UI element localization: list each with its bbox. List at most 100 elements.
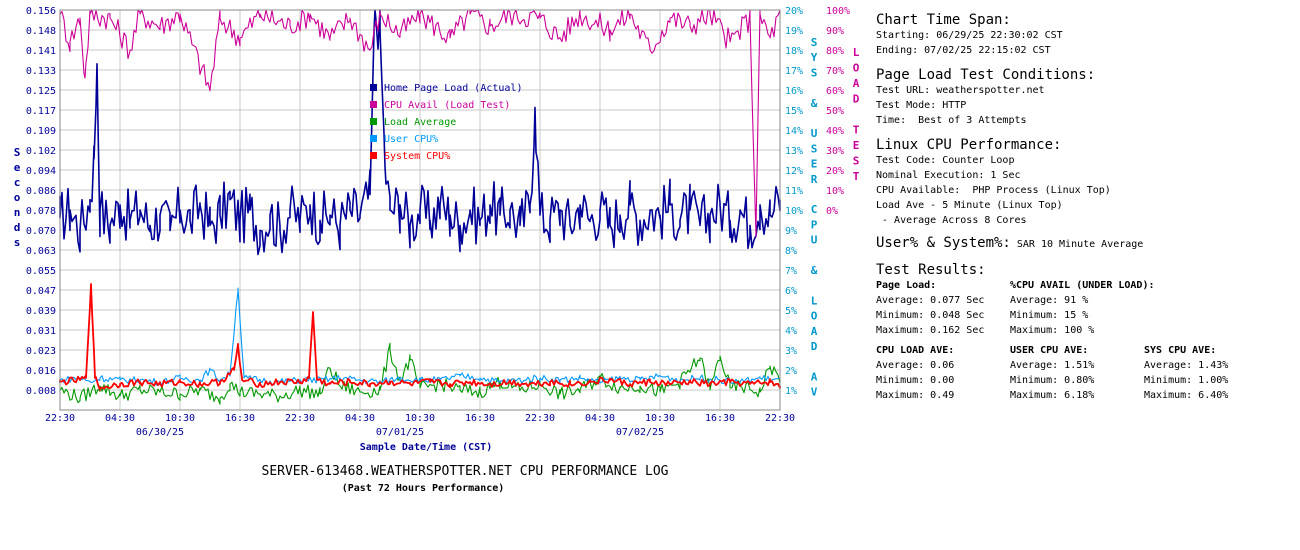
test-url: Test URL: weatherspotter.net: [876, 85, 1045, 96]
test-mode: Test Mode: HTTP: [876, 100, 967, 111]
y-right-inner-axis-label-char: &: [811, 97, 818, 110]
y-right-inner-axis-label-char: O: [811, 310, 818, 323]
performance-chart: 22:30 04:30 10:30 16:30 22:30 04:30 10:30 16:30…: [14, 6, 860, 494]
y-left-axis-label-char: s: [14, 236, 21, 249]
y-right-inner-tick-label: 8%: [785, 246, 797, 257]
legend-label: User CPU%: [384, 134, 438, 145]
y-right-outer-axis-label-char: L: [853, 46, 860, 59]
y-right-inner-axis-label-char: &: [811, 264, 818, 277]
y-right-outer-tick-label: 80%: [826, 46, 844, 57]
y-left-tick-label: 0.117: [26, 106, 56, 117]
cpu-avail-heading: %CPU AVAIL (UNDER LOAD):: [1010, 280, 1155, 291]
y-left-tick-label: 0.031: [26, 326, 56, 337]
y-left-axis-label-char: o: [14, 191, 21, 204]
conditions-title: Page Load Test Conditions:: [876, 67, 1096, 83]
page-load-minimum: Minimum: 0.048 Sec: [876, 310, 985, 321]
x-tick-label: 22:30: [285, 413, 315, 424]
y-right-inner-axis-label-char: S: [811, 36, 818, 49]
legend-label: Home Page Load (Actual): [384, 83, 522, 94]
legend-swatch: [370, 152, 377, 159]
y-right-outer-tick-label: 70%: [826, 66, 844, 77]
y-left-tick-label: 0.094: [26, 166, 56, 177]
y-left-tick-label: 0.086: [26, 186, 56, 197]
legend-swatch: [370, 118, 377, 125]
y-right-inner-axis-label-char: C: [811, 203, 818, 216]
y-right-outer-tick-label: 30%: [826, 146, 844, 157]
legend-label: CPU Avail (Load Test): [384, 100, 510, 111]
page-load-average: Average: 0.077 Sec: [876, 295, 985, 306]
x-date-label: 06/30/25: [136, 427, 184, 438]
plot-frame: [59, 9, 781, 411]
y-right-inner-tick-label: 1%: [785, 386, 797, 397]
cpu-load-ave-minimum: Minimum: 0.00: [876, 375, 955, 386]
x-tick-label: 10:30: [405, 413, 435, 424]
user-cpu-ave-average: Average: 1.51%: [1010, 360, 1095, 371]
load-ave-note: - Average Across 8 Cores: [876, 215, 1027, 226]
y-right-inner-tick-label: 19%: [785, 26, 803, 37]
y-right-outer-tick-label: 50%: [826, 106, 844, 117]
time-span-title: Chart Time Span:: [876, 12, 1011, 28]
cpu-avail-average: Average: 91 %: [1010, 295, 1089, 306]
y-right-outer-tick-label: 60%: [826, 86, 844, 97]
y-left-axis-label-char: c: [14, 176, 21, 189]
y-left-tick-label: 0.047: [26, 286, 56, 297]
y-left-tick-label: 0.078: [26, 206, 56, 217]
page-load-maximum: Maximum: 0.162 Sec: [876, 325, 985, 336]
cpu-available: CPU Available: PHP Process (Linux Top): [876, 185, 1111, 196]
y-left-axis-label-char: d: [14, 221, 21, 234]
y-right-outer-tick-label: 0%: [826, 206, 838, 217]
legend-label: Load Average: [384, 117, 456, 128]
y-left-tick-label: 0.055: [26, 266, 56, 277]
x-tick-label: 16:30: [225, 413, 255, 424]
user-cpu-ave-maximum: Maximum: 6.18%: [1010, 390, 1095, 401]
y-right-inner-axis-label-char: P: [811, 218, 818, 231]
y-left-tick-label: 0.133: [26, 66, 56, 77]
y-right-inner-tick-label: 14%: [785, 126, 803, 137]
x-date-label: 07/02/25: [616, 427, 664, 438]
y-right-inner-axis-label-char: S: [811, 66, 818, 79]
load-ave: Load Ave - 5 Minute (Linux Top): [876, 200, 1063, 211]
y-right-inner-axis-label-char: U: [811, 127, 818, 140]
cpu-load-ave-block: CPU LOAD AVE: Average: 0.06 Minimum: 0.0…: [876, 343, 1010, 403]
results-row-2: CPU LOAD AVE: Average: 0.06 Minimum: 0.0…: [876, 343, 1286, 403]
page-load-heading: Page Load:: [876, 280, 937, 291]
user-sys-line: User% & System%: SAR 10 Minute Average: [876, 235, 1286, 252]
y-right-inner-tick-label: 3%: [785, 346, 797, 357]
y-left-tick-label: 0.156: [26, 6, 56, 17]
y-right-inner-tick-label: 10%: [785, 206, 803, 217]
y-right-inner-tick-label: 12%: [785, 166, 803, 177]
y-right-outer-tick-label: 40%: [826, 126, 844, 137]
chart-legend: Home Page Load (Actual) CPU Avail (Load T…: [370, 83, 522, 162]
user-sys-note: SAR 10 Minute Average: [1016, 239, 1144, 250]
x-tick-label: 04:30: [345, 413, 375, 424]
y-left-tick-label: 0.102: [26, 146, 56, 157]
y-left-tick-label: 0.023: [26, 346, 56, 357]
x-tick-label: 04:30: [105, 413, 135, 424]
y-right-inner-tick-label: 7%: [785, 266, 797, 277]
cpu-load-ave-maximum: Maximum: 0.49: [876, 390, 955, 401]
x-tick-label: 04:30: [585, 413, 615, 424]
chart-title: SERVER-613468.WEATHERSPOTTER.NET CPU PER…: [262, 464, 669, 479]
chart-axes: 22:30 04:30 10:30 16:30 22:30 04:30 10:30 16:30…: [14, 6, 860, 438]
user-cpu-ave-block: USER CPU AVE: Average: 1.51% Minimum: 0.…: [1010, 343, 1144, 403]
y-left-tick-label: 0.008: [26, 386, 56, 397]
y-right-inner-tick-label: 2%: [785, 366, 797, 377]
y-right-inner-tick-label: 13%: [785, 146, 803, 157]
legend-swatch: [370, 101, 377, 108]
series-line-1: [59, 9, 781, 237]
y-right-inner-tick-label: 18%: [785, 46, 803, 57]
info-panel: Chart Time Span: Starting: 06/29/25 22:3…: [876, 8, 1286, 403]
y-right-outer-axis-label-char: A: [853, 77, 860, 90]
y-left-tick-label: 0.148: [26, 26, 56, 37]
cpu-avail-minimum: Minimum: 15 %: [1010, 310, 1089, 321]
y-left-axis-label-char: S: [14, 146, 21, 159]
x-axis-label: Sample Date/Time (CST): [360, 441, 492, 453]
sys-cpu-ave-minimum: Minimum: 1.00%: [1144, 375, 1229, 386]
y-right-outer-axis-label-char: O: [853, 62, 860, 75]
y-right-outer-tick-label: 100%: [826, 6, 850, 17]
y-left-tick-label: 0.063: [26, 246, 56, 257]
y-right-inner-axis-label-char: U: [811, 234, 818, 247]
